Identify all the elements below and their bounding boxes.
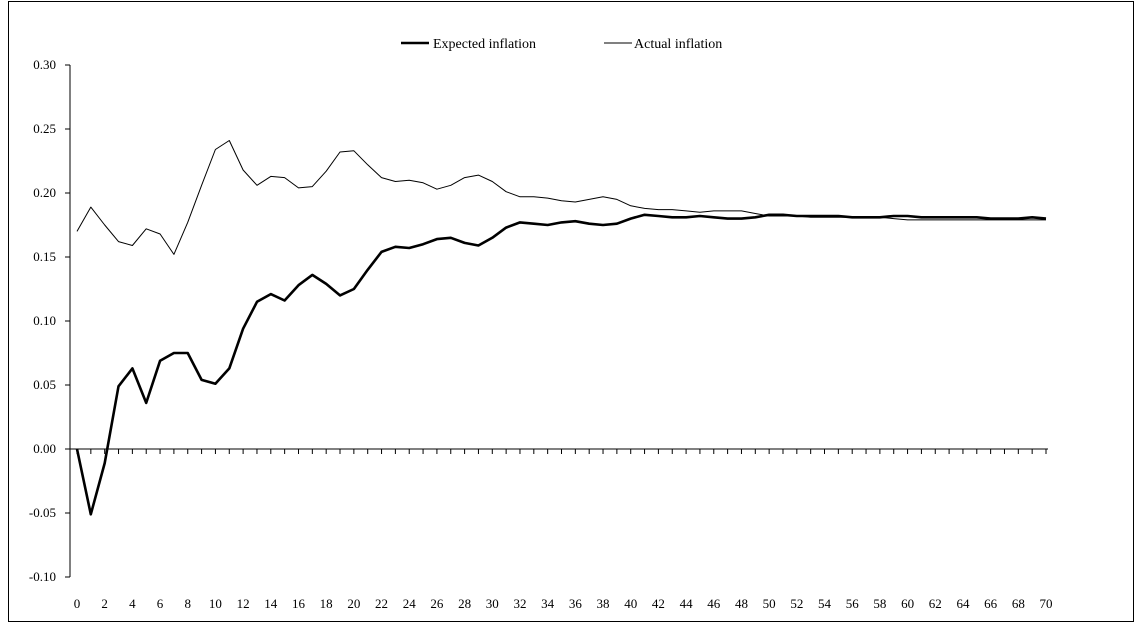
x-tick-label: 54 [818, 596, 832, 611]
x-tick-label: 56 [846, 596, 860, 611]
x-tick-label: 36 [569, 596, 583, 611]
x-tick-label: 26 [430, 596, 444, 611]
x-tick-label: 68 [1012, 596, 1025, 611]
x-tick-label: 50 [763, 596, 776, 611]
x-tick-label: 38 [597, 596, 610, 611]
x-tick-label: 42 [652, 596, 665, 611]
y-tick-label: 0.25 [33, 121, 56, 136]
legend-label: Actual inflation [634, 37, 722, 52]
x-tick-label: 44 [680, 596, 694, 611]
x-tick-label: 6 [157, 596, 164, 611]
x-tick-label: 4 [129, 596, 136, 611]
y-tick-label: 0.10 [33, 313, 56, 328]
x-tick-label: 8 [184, 596, 191, 611]
x-tick-label: 12 [237, 596, 250, 611]
legend: Expected inflation Actual inflation [401, 37, 722, 52]
x-tick-label: 48 [735, 596, 748, 611]
x-tick-label: 18 [320, 596, 333, 611]
y-tick-label: 0.30 [33, 57, 56, 72]
x-tick-label: 52 [790, 596, 803, 611]
y-tick-label: 0.05 [33, 377, 56, 392]
y-tick-label: 0.00 [33, 441, 56, 456]
x-tick-label: 16 [292, 596, 306, 611]
axes: -0.10 -0.05 0.00 0.05 0.10 0.15 0.20 0.25 0.30 0 2… [29, 57, 1053, 611]
x-tick-label: 60 [901, 596, 914, 611]
series-group [75, 140, 1047, 516]
x-tick-label: 64 [956, 596, 970, 611]
x-tick-label: 24 [403, 596, 417, 611]
x-tick-label: 14 [264, 596, 278, 611]
x-tick-label: 30 [486, 596, 499, 611]
x-tick-label: 58 [873, 596, 886, 611]
chart-frame [8, 1, 1134, 622]
y-tick-label: 0.15 [33, 249, 56, 264]
legend-label: Expected inflation [433, 37, 536, 52]
x-tick-label: 40 [624, 596, 637, 611]
series-line-expected-inflation [75, 213, 1047, 516]
x-tick-label: 46 [707, 596, 721, 611]
x-tick-label: 34 [541, 596, 555, 611]
x-tick-label: 66 [984, 596, 998, 611]
x-tick-label: 20 [347, 596, 360, 611]
x-tick-label: 2 [101, 596, 108, 611]
x-tick-label: 22 [375, 596, 388, 611]
x-tick-label: 62 [929, 596, 942, 611]
x-tick-label: 10 [209, 596, 222, 611]
x-tick-label: 0 [74, 596, 81, 611]
y-tick-label: -0.05 [29, 505, 56, 520]
y-tick-label: 0.20 [33, 185, 56, 200]
x-tick-label: 70 [1040, 596, 1053, 611]
x-tick-label: 32 [513, 596, 526, 611]
y-tick-label: -0.10 [29, 569, 56, 584]
series-line-actual-inflation [76, 140, 1046, 255]
x-tick-label: 28 [458, 596, 471, 611]
